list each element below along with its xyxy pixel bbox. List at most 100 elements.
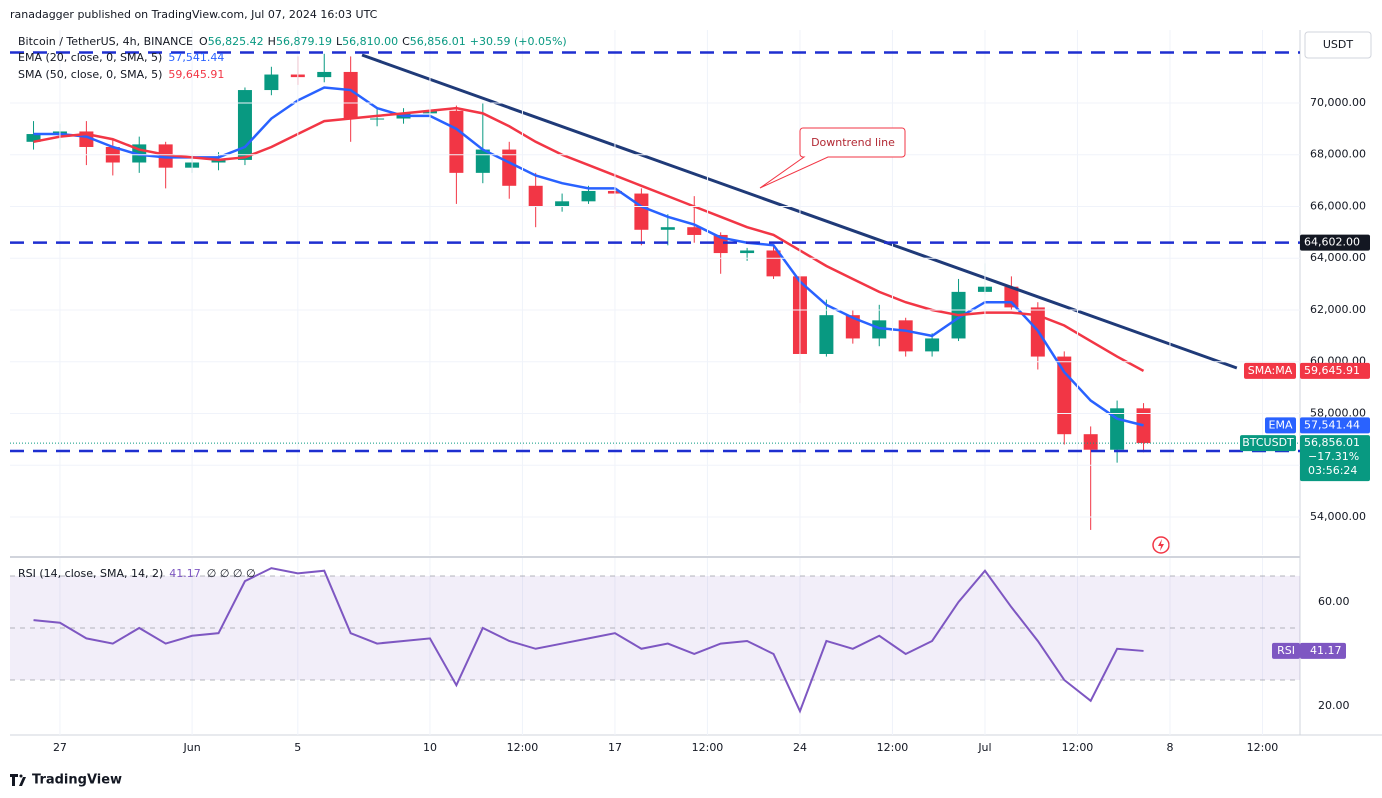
x-tick-label: 8 xyxy=(1166,741,1173,754)
candle-body xyxy=(528,185,543,207)
last-price-box xyxy=(1300,435,1370,482)
candle-body xyxy=(370,118,385,120)
rsi-tag: RSI xyxy=(1277,644,1295,657)
rsi-extra: ∅ ∅ ∅ ∅ xyxy=(207,567,256,580)
x-tick-label: 17 xyxy=(608,741,622,754)
candle-body xyxy=(555,201,570,207)
candle-body xyxy=(1083,434,1098,450)
ma-tag-box xyxy=(1265,417,1296,434)
symbol: Bitcoin / TetherUS, 4h, BINANCE xyxy=(18,35,193,48)
y-tick-label: 70,000.00 xyxy=(1310,96,1366,109)
candle-body xyxy=(264,74,279,91)
y-tick-label: 66,000.00 xyxy=(1310,199,1366,212)
candle-body xyxy=(211,159,226,163)
ma-legend-value: 59,645.91 xyxy=(168,68,224,81)
publisher: ranadagger published on TradingView.com,… xyxy=(10,8,378,21)
ma-value: 57,541.44 xyxy=(1304,418,1360,431)
candle-body xyxy=(925,338,940,352)
y-tick-label: 62,000.00 xyxy=(1310,303,1366,316)
annotation-text: Downtrend line xyxy=(811,136,895,149)
candle-body xyxy=(26,134,41,142)
brand-logo xyxy=(10,774,26,786)
ohlc-value: 56,810.00 xyxy=(342,35,398,48)
candle-body xyxy=(634,193,649,230)
candle-body xyxy=(687,227,702,235)
candle-body xyxy=(898,320,913,352)
candle-body xyxy=(317,71,332,78)
ohlc-key: C xyxy=(402,35,410,48)
ma-legend: SMA (50, close, 0, SMA, 5) 59,645.91 xyxy=(18,68,224,81)
x-tick-label: 12:00 xyxy=(692,741,724,754)
level-tag xyxy=(1300,234,1370,251)
ma-name: SMA (50, close, 0, SMA, 5) xyxy=(18,68,162,81)
y-tick-label: 58,000.00 xyxy=(1310,406,1366,419)
countdown: 03:56:24 xyxy=(1308,464,1357,477)
x-tick-label: 10 xyxy=(423,741,437,754)
candle-body xyxy=(845,315,860,339)
currency-button[interactable] xyxy=(1304,31,1372,59)
ma-name: EMA (20, close, 0, SMA, 5) xyxy=(18,51,162,64)
x-tick-label: 24 xyxy=(793,741,807,754)
ma-line xyxy=(33,86,1144,427)
ohlc-value: 56,856.01 xyxy=(410,35,466,48)
last-price: 56,856.01 xyxy=(1304,436,1360,449)
rsi-value: 41.17 xyxy=(1310,644,1342,657)
rsi-tick-label: 60.00 xyxy=(1318,595,1350,608)
rsi-legend: RSI (14, close, SMA, 14, 2) 41.17 ∅ ∅ ∅ ∅ xyxy=(18,567,256,580)
annotation-callout xyxy=(759,127,906,189)
trend-line xyxy=(361,53,1238,370)
x-tick-label: 12:00 xyxy=(507,741,539,754)
candle-body xyxy=(1136,408,1151,444)
rsi-tag-box xyxy=(1272,642,1300,659)
x-tick-label: Jul xyxy=(977,741,991,754)
change: +30.59 (+0.05%) xyxy=(470,35,567,48)
ohlc-key: L xyxy=(336,35,343,48)
x-tick-label: Jun xyxy=(183,741,201,754)
rsi-name: RSI (14, close, SMA, 14, 2) xyxy=(18,567,163,580)
rsi-value-box xyxy=(1300,642,1346,659)
alert-icon[interactable] xyxy=(1152,536,1170,554)
price-pane xyxy=(26,53,1238,530)
currency: USDT xyxy=(1323,38,1354,51)
ma-tag-box xyxy=(1244,362,1296,379)
x-tick-label: 12:00 xyxy=(1247,741,1279,754)
candle-body xyxy=(766,250,781,277)
ohlc-key: H xyxy=(268,35,276,48)
candle-body xyxy=(1057,356,1072,435)
rsi-legend-value: 41.17 xyxy=(169,567,201,580)
candle-body xyxy=(475,149,490,173)
ma-tag: EMA xyxy=(1269,418,1293,431)
last-change: −17.31% xyxy=(1308,450,1359,463)
candle-body xyxy=(158,144,173,168)
ma-tag: SMA:MA xyxy=(1248,364,1293,377)
y-tick-label: 54,000.00 xyxy=(1310,510,1366,523)
x-tick-label: 12:00 xyxy=(1062,741,1094,754)
ohlc-key: O xyxy=(199,35,208,48)
candle-body xyxy=(502,149,517,186)
last-tag-box xyxy=(1240,435,1296,452)
ma-value-box xyxy=(1300,417,1370,434)
last-tag: BTCUSDT xyxy=(1242,436,1294,449)
candle-body xyxy=(343,71,358,119)
x-tick-label: 27 xyxy=(53,741,67,754)
ohlc-value: 56,825.42 xyxy=(208,35,264,48)
ma-value-box xyxy=(1300,362,1370,379)
candle-body xyxy=(872,320,887,339)
y-tick-label: 68,000.00 xyxy=(1310,148,1366,161)
rsi-line xyxy=(33,567,1144,714)
ma-value: 59,645.91 xyxy=(1304,364,1360,377)
candle-body xyxy=(740,250,755,254)
candle-body xyxy=(819,315,834,354)
ohlc-value: 56,879.19 xyxy=(276,35,332,48)
candle-body xyxy=(449,110,464,173)
x-tick-label: 12:00 xyxy=(877,741,909,754)
candle-body xyxy=(581,190,596,202)
x-tick-label: 5 xyxy=(294,741,301,754)
rsi-tick-label: 20.00 xyxy=(1318,699,1350,712)
ma-legend: EMA (20, close, 0, SMA, 5) 57,541.44 xyxy=(18,51,224,64)
level-label: 64,602.00 xyxy=(1304,236,1360,249)
symbol-legend: Bitcoin / TetherUS, 4h, BINANCE O56,825.4… xyxy=(18,35,567,48)
y-tick-label: 64,000.00 xyxy=(1310,251,1366,264)
